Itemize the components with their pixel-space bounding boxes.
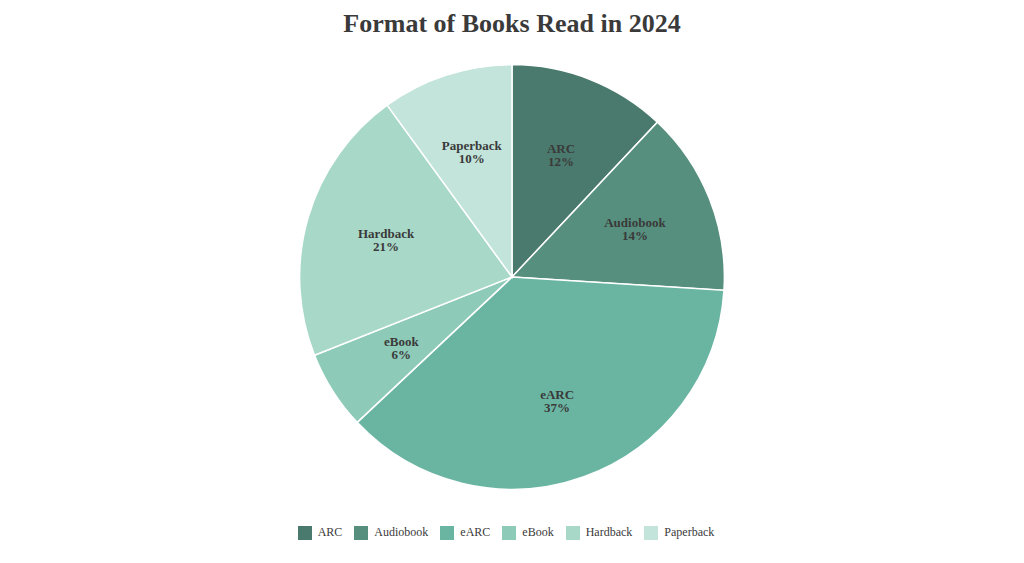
html-text:eBook: eBook bbox=[522, 525, 554, 539]
html-text:eARC: eARC bbox=[460, 525, 491, 539]
html-text:Hardback: Hardback bbox=[585, 525, 633, 539]
html-text:Audiobook: Audiobook bbox=[374, 525, 429, 539]
svg-text:eBook6%: eBook6% bbox=[384, 334, 419, 362]
svg-text:Paperback10%: Paperback10% bbox=[442, 138, 503, 166]
svg-text:ARC12%: ARC12% bbox=[547, 141, 575, 169]
html-text:Paperback: Paperback bbox=[664, 525, 715, 539]
svg-text:eARC37%: eARC37% bbox=[540, 387, 574, 415]
html-text:ARC: ARC bbox=[317, 525, 343, 539]
html-text:Format of Books Read in 2024: Format of Books Read in 2024 bbox=[343, 9, 681, 38]
svg-text:Audiobook14%: Audiobook14% bbox=[604, 215, 666, 243]
svg-text:Hardback21%: Hardback21% bbox=[358, 226, 415, 254]
